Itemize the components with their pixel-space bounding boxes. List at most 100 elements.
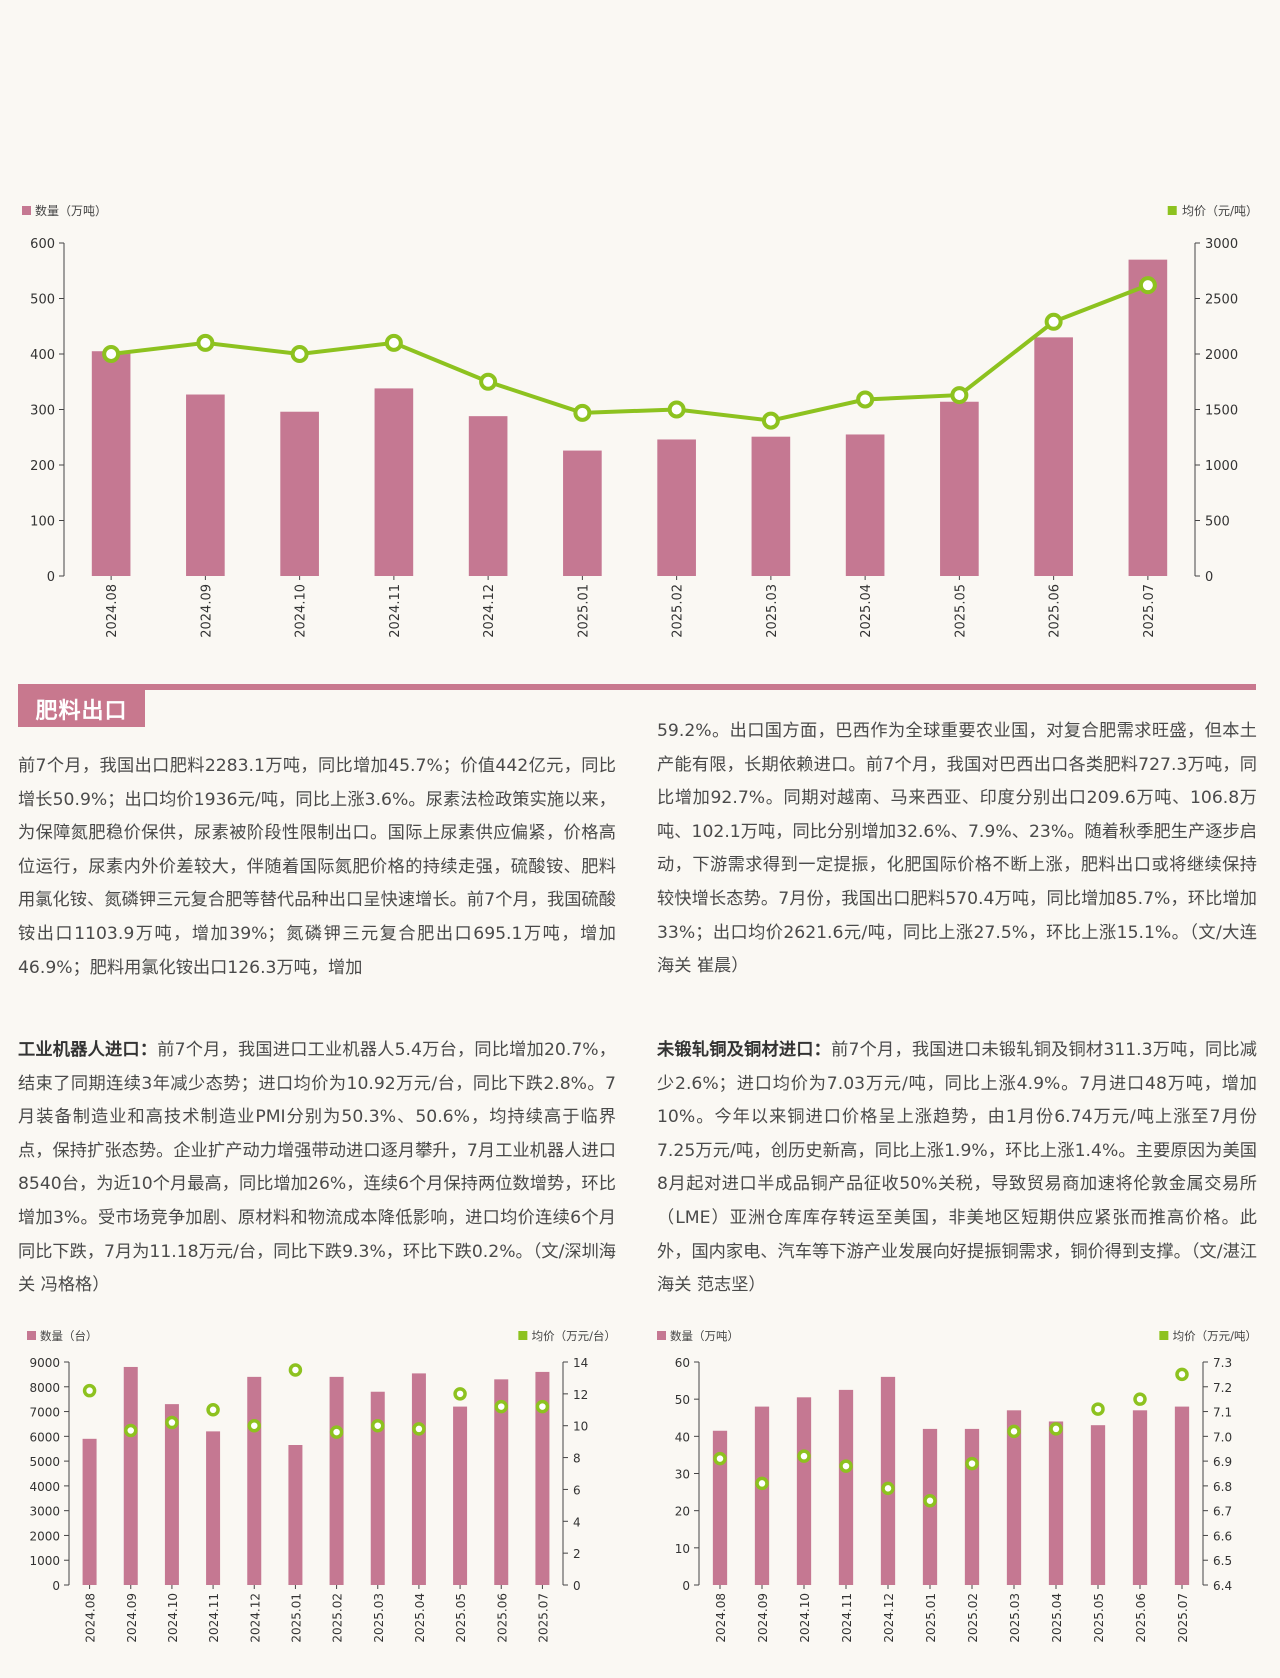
bar <box>751 436 791 576</box>
x-tick-label: 2025.02 <box>331 1593 345 1643</box>
bar <box>940 401 979 576</box>
x-tick-label: 2025.03 <box>765 584 780 638</box>
y-tick-label-left: 200 <box>30 459 55 474</box>
legend-bar-swatch <box>22 206 31 215</box>
y-tick-label-left: 400 <box>30 348 55 363</box>
bar <box>91 351 131 576</box>
price-point <box>288 1363 303 1377</box>
price-point <box>196 333 215 352</box>
fertilizer-export-chart: 数量（万吨） 均价（元/吨） 0 100 200 300 400 500 600 0 500 1000… <box>22 203 1258 638</box>
x-tick-label: 2024.12 <box>248 1593 262 1643</box>
price-point <box>290 345 309 363</box>
price-point <box>755 1476 769 1491</box>
y-tick-label-left: 30 <box>675 1468 690 1482</box>
y-tick-label-left: 600 <box>30 237 55 252</box>
y-tick-label-left: 100 <box>30 515 55 530</box>
y-tick-label-left: 60 <box>675 1356 690 1370</box>
bar <box>838 1389 854 1585</box>
y-tick-label-right: 1000 <box>1205 459 1238 474</box>
y-tick-label-left: 6000 <box>29 1430 60 1444</box>
x-tick-label: 2024.11 <box>840 1593 854 1643</box>
price-point <box>797 1449 811 1463</box>
y-tick-label-left: 7000 <box>29 1406 60 1420</box>
x-tick-label: 2025.06 <box>1048 584 1063 638</box>
price-point <box>479 372 498 391</box>
robot-import-text: 前7个月，我国进口工业机器人5.4万台，同比增加20.7%，结束了同期连续3年减… <box>18 1040 616 1296</box>
bar <box>1090 1425 1106 1585</box>
x-tick-label: 2025.04 <box>1050 1593 1064 1643</box>
x-tick-label: 2025.05 <box>953 584 968 638</box>
bar <box>563 450 602 576</box>
x-tick-label: 2025.06 <box>1134 1593 1148 1643</box>
bar <box>329 1376 344 1585</box>
bar <box>468 416 508 576</box>
bar <box>1006 1410 1022 1585</box>
price-point <box>1138 276 1157 295</box>
y-tick-label-left: 3000 <box>29 1505 60 1519</box>
price-point <box>965 1456 979 1471</box>
x-tick-label: 2024.11 <box>207 1593 221 1643</box>
y-tick-label-right: 2500 <box>1205 293 1238 308</box>
y-tick-label-right: 6.4 <box>1213 1579 1232 1593</box>
x-tick-label: 2025.01 <box>576 584 591 638</box>
x-tick-label: 2024.11 <box>388 584 403 638</box>
section-divider <box>18 684 1256 690</box>
bar <box>453 1406 468 1585</box>
y-tick-label-right: 6.7 <box>1213 1505 1232 1519</box>
bar <box>1174 1406 1190 1585</box>
bar <box>280 411 319 576</box>
y-tick-label-left: 20 <box>675 1505 690 1519</box>
y-tick-label-left: 50 <box>675 1393 690 1407</box>
legend-line-label: 均价（元/吨） <box>1182 204 1258 218</box>
price-point <box>82 1383 97 1398</box>
y-tick-label-left: 4000 <box>29 1480 60 1494</box>
y-tick-label-right: 2 <box>573 1547 581 1561</box>
price-point <box>247 1418 261 1433</box>
x-tick-label: 2024.09 <box>199 584 214 638</box>
price-point <box>124 1423 138 1438</box>
price-point <box>950 386 969 405</box>
legend-line-label: 均价（万元/台） <box>532 1329 616 1343</box>
bar <box>1128 259 1168 576</box>
bar <box>535 1371 550 1585</box>
bar <box>370 1391 385 1585</box>
robot-import-paragraph: 工业机器人进口：前7个月，我国进口工业机器人5.4万台，同比增加20.7%，结束… <box>18 1034 616 1303</box>
x-tick-label: 2025.01 <box>289 1593 303 1643</box>
y-tick-label-right: 3000 <box>1205 237 1238 252</box>
y-tick-label-left: 1000 <box>29 1554 60 1568</box>
price-point <box>371 1418 385 1433</box>
y-tick-label-right: 7.3 <box>1213 1356 1232 1370</box>
price-point <box>1044 312 1063 331</box>
bar <box>82 1438 97 1585</box>
y-tick-label-right: 7.2 <box>1213 1381 1232 1395</box>
bar <box>123 1366 138 1585</box>
x-tick-label: 2025.06 <box>495 1593 509 1643</box>
y-tick-label-right: 6.9 <box>1213 1455 1232 1469</box>
copper-import-text: 前7个月，我国进口未锻轧铜及铜材311.3万吨，同比减少2.6%；进口均价为7.… <box>657 1040 1257 1296</box>
x-tick-label: 2025.04 <box>413 1593 427 1643</box>
bar <box>845 434 885 576</box>
legend-line-swatch <box>1159 1331 1169 1340</box>
bar <box>494 1379 509 1585</box>
y-tick-label-right: 14 <box>573 1356 588 1370</box>
x-tick-label: 2024.09 <box>756 1593 770 1643</box>
x-tick-label: 2024.08 <box>105 584 120 638</box>
price-point <box>206 1403 220 1417</box>
y-tick-label-left: 300 <box>30 404 55 419</box>
y-tick-label-right: 500 <box>1205 515 1230 530</box>
section-title: 肥料出口 <box>18 690 145 727</box>
bar <box>206 1431 221 1585</box>
legend-bar-label: 数量（万吨） <box>670 1329 739 1343</box>
legend-line-swatch <box>518 1331 528 1340</box>
price-point <box>494 1399 508 1414</box>
price-point <box>412 1422 426 1436</box>
x-tick-label: 2025.02 <box>671 584 686 638</box>
x-tick-label: 2025.03 <box>372 1593 386 1643</box>
x-tick-label: 2025.07 <box>1176 1593 1190 1643</box>
y-tick-label-right: 10 <box>573 1420 588 1434</box>
fertilizer-paragraph-left: 前7个月，我国出口肥料2283.1万吨，同比增加45.7%；价值442亿元，同比… <box>18 756 616 978</box>
x-tick-label: 2025.05 <box>1092 1593 1106 1643</box>
x-tick-label: 2024.08 <box>84 1593 98 1643</box>
y-tick-label-right: 6.5 <box>1213 1554 1232 1568</box>
y-tick-label-left: 0 <box>47 570 55 585</box>
